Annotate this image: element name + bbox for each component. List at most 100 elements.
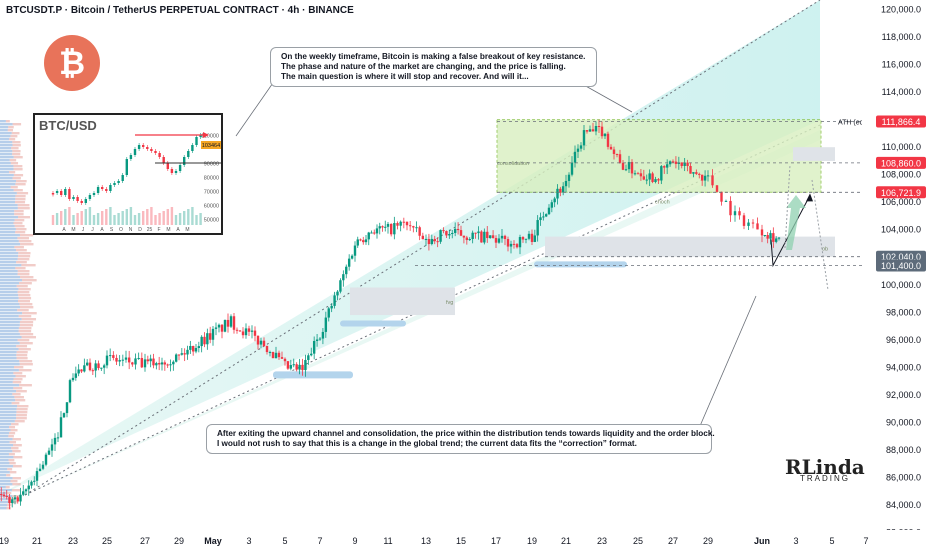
- volume-profile-bar: [19, 342, 33, 345]
- volume-profile-bar: [17, 237, 30, 240]
- volume-profile-bar: [0, 159, 10, 162]
- time-tick-label: 5: [282, 536, 287, 546]
- candle-body: [415, 227, 418, 229]
- candle-body: [742, 215, 746, 226]
- candle-body: [183, 353, 186, 355]
- volume-profile-bar: [13, 456, 23, 459]
- inset-candle-body: [64, 189, 67, 195]
- candle-body: [570, 162, 574, 175]
- volume-profile-bar: [0, 153, 13, 156]
- volume-profile-bar: [18, 369, 32, 372]
- inset-candle-body: [183, 157, 186, 165]
- candle-body: [483, 231, 486, 243]
- candle-body: [509, 243, 513, 247]
- rlinda-logo: RLinda: [785, 455, 865, 479]
- inset-price-label: 110000: [201, 134, 219, 140]
- inset-volume-bar: [113, 215, 116, 225]
- candle-body: [140, 357, 144, 368]
- volume-profile-bar: [0, 414, 17, 417]
- candle-body: [347, 258, 351, 267]
- volume-profile-bar: [0, 507, 7, 510]
- volume-profile-bar: [0, 396, 15, 399]
- volume-profile-bar: [17, 291, 30, 294]
- volume-profile-bar: [11, 447, 19, 450]
- inset-time-label: A: [176, 227, 180, 233]
- candle-body: [315, 339, 319, 342]
- inset-volume-bar: [183, 211, 186, 225]
- time-tick-label: 9: [352, 536, 357, 546]
- volume-profile-bar: [0, 303, 20, 306]
- volume-profile-bar: [0, 258, 18, 261]
- volume-profile-bar: [17, 339, 30, 342]
- candle-body: [471, 232, 474, 240]
- inset-candle-body: [76, 197, 79, 201]
- dotted-arrow-down: [811, 179, 829, 291]
- channel-upper-line: [24, 0, 821, 496]
- bottom-callout-line-2: I would not rush to say that this is a c…: [217, 438, 637, 448]
- volume-profile-bar: [16, 357, 28, 360]
- volume-profile-bar: [0, 483, 13, 486]
- candle-body: [232, 316, 236, 330]
- candle-body: [65, 402, 69, 414]
- volume-profile-bar: [0, 408, 17, 411]
- price-tick-label: 86,000.0: [886, 472, 921, 482]
- inset-candle-body: [68, 189, 71, 199]
- candle-body: [44, 454, 48, 465]
- svg-text:₿: ₿: [59, 44, 85, 82]
- candle-body: [654, 179, 657, 182]
- price-tag-label: 102,040.0: [881, 252, 921, 262]
- volume-profile-bar: [19, 321, 34, 324]
- candle-body: [134, 358, 137, 365]
- volume-profile-bar: [0, 318, 22, 321]
- candle-body: [627, 162, 631, 170]
- candle-body: [674, 161, 678, 164]
- price-axis-background: [862, 0, 932, 550]
- volume-profile-bar: [6, 474, 11, 477]
- candle-body: [633, 173, 637, 175]
- candle-body: [298, 364, 301, 370]
- price-tag: [876, 115, 926, 128]
- volume-profile-bar: [21, 318, 37, 321]
- inset-candle-body: [170, 169, 174, 173]
- volume-profile-bar: [16, 261, 27, 264]
- volume-profile-bar: [0, 366, 15, 369]
- volume-profile-bar: [8, 453, 15, 456]
- inset-time-label: D: [138, 227, 142, 233]
- volume-profile-bar: [0, 333, 20, 336]
- candle-body: [456, 228, 460, 231]
- inset-candle-body: [162, 157, 165, 163]
- time-tick-label: 17: [491, 536, 501, 546]
- candle-body: [262, 340, 266, 346]
- inset-price-label: 80000: [204, 176, 219, 182]
- candle-body: [527, 233, 531, 239]
- volume-profile-bar: [16, 345, 28, 348]
- candle-body: [250, 330, 254, 332]
- time-axis-background: [0, 530, 932, 550]
- inset-time-label: 25: [147, 227, 153, 233]
- inset-volume-bar: [195, 215, 198, 225]
- top-callout: On the weekly timeframe, Bitcoin is maki…: [270, 47, 597, 87]
- inset-price-tag-label: 103464: [202, 143, 220, 149]
- time-tick-label: 25: [102, 536, 112, 546]
- candle-body: [588, 129, 592, 132]
- candle-body: [606, 133, 610, 147]
- volume-profile-bar: [0, 150, 13, 153]
- btcusd-inset-chart: BTC/USD 110000 90000 80000 70000 60000 50000 A…: [33, 113, 223, 235]
- inset-candle-body: [125, 159, 128, 175]
- candle-body: [85, 362, 89, 366]
- volume-profile-bar: [13, 189, 23, 192]
- candle-body: [274, 352, 278, 359]
- candle-body: [24, 489, 28, 492]
- volume-profile-bar: [5, 120, 10, 123]
- price-tick-label: 90,000.0: [886, 417, 921, 427]
- candle-body: [143, 359, 147, 368]
- volume-profile-bar: [0, 447, 12, 450]
- candle-body: [594, 126, 598, 132]
- volume-profile-bar: [0, 216, 18, 219]
- candle-body: [121, 359, 125, 361]
- candle-body: [11, 499, 14, 504]
- inset-volume-bar: [170, 207, 174, 225]
- volume-profile-bar: [0, 174, 14, 177]
- volume-profile-bar: [15, 183, 26, 186]
